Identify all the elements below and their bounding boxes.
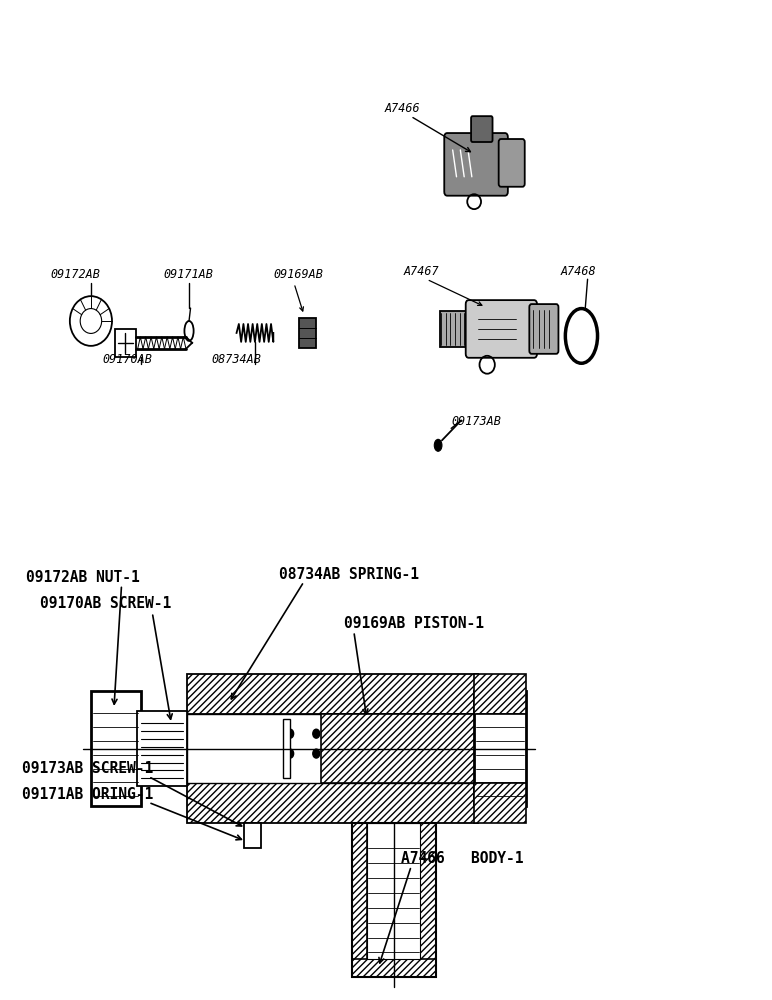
Bar bbox=[351, 823, 367, 977]
Bar bbox=[351, 823, 436, 977]
Ellipse shape bbox=[417, 729, 424, 738]
Text: A7466: A7466 bbox=[384, 102, 420, 115]
Bar bbox=[137, 711, 187, 786]
Ellipse shape bbox=[286, 749, 293, 758]
Text: 09172AB NUT-1: 09172AB NUT-1 bbox=[25, 570, 140, 585]
FancyBboxPatch shape bbox=[499, 139, 525, 187]
Bar bbox=[351, 959, 436, 977]
Bar bbox=[474, 783, 527, 823]
Ellipse shape bbox=[391, 749, 398, 758]
Ellipse shape bbox=[435, 439, 442, 451]
Bar bbox=[187, 783, 478, 823]
Bar bbox=[439, 311, 469, 347]
Ellipse shape bbox=[313, 749, 320, 758]
Ellipse shape bbox=[339, 729, 346, 738]
Ellipse shape bbox=[313, 729, 320, 738]
FancyBboxPatch shape bbox=[444, 133, 508, 196]
Text: 09173AB: 09173AB bbox=[451, 415, 501, 428]
Bar bbox=[474, 674, 527, 714]
Text: 09171AB: 09171AB bbox=[164, 268, 214, 281]
FancyBboxPatch shape bbox=[471, 116, 493, 142]
Text: A7466   BODY-1: A7466 BODY-1 bbox=[401, 851, 524, 866]
Text: A7467: A7467 bbox=[404, 265, 439, 278]
Text: 09170AB SCREW-1: 09170AB SCREW-1 bbox=[39, 596, 171, 611]
Text: 08734AB SPRING-1: 08734AB SPRING-1 bbox=[279, 567, 418, 582]
Bar bbox=[321, 714, 478, 783]
Ellipse shape bbox=[286, 729, 293, 738]
FancyBboxPatch shape bbox=[530, 304, 558, 354]
Bar bbox=[115, 329, 136, 357]
Bar bbox=[283, 719, 290, 778]
Ellipse shape bbox=[391, 729, 398, 738]
Bar bbox=[300, 318, 317, 348]
Bar bbox=[91, 691, 141, 806]
Bar bbox=[421, 823, 436, 977]
Text: A7468: A7468 bbox=[560, 265, 597, 278]
FancyBboxPatch shape bbox=[466, 300, 537, 358]
Ellipse shape bbox=[365, 749, 372, 758]
Text: 09169AB PISTON-1: 09169AB PISTON-1 bbox=[344, 616, 484, 631]
Ellipse shape bbox=[417, 749, 424, 758]
Text: 09171AB ORING-1: 09171AB ORING-1 bbox=[22, 787, 153, 802]
Text: 08734AB: 08734AB bbox=[212, 353, 261, 366]
Bar bbox=[187, 714, 478, 783]
Bar bbox=[474, 691, 527, 806]
Ellipse shape bbox=[365, 729, 372, 738]
Text: 09169AB: 09169AB bbox=[273, 268, 323, 281]
Bar bbox=[187, 674, 478, 714]
Bar bbox=[367, 823, 421, 959]
Ellipse shape bbox=[339, 749, 346, 758]
Text: 09170AB: 09170AB bbox=[103, 353, 152, 366]
Bar bbox=[244, 823, 261, 848]
Text: 09173AB SCREW-1: 09173AB SCREW-1 bbox=[22, 761, 153, 776]
Text: 09172AB: 09172AB bbox=[50, 268, 100, 281]
